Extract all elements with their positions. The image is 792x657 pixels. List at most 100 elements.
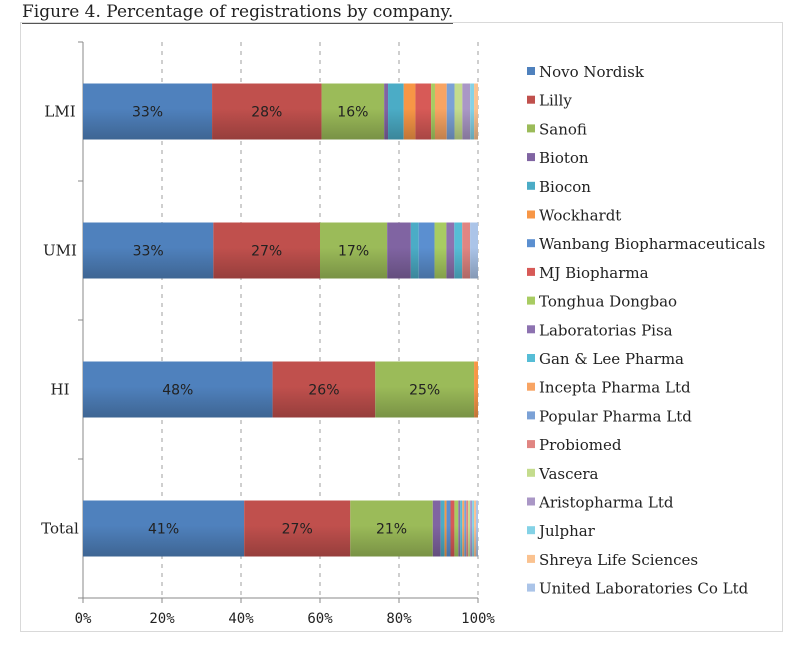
bar-segment — [466, 500, 469, 557]
category-label: HI — [50, 381, 69, 399]
bar-segment — [460, 500, 463, 557]
legend-swatch — [527, 210, 535, 219]
legend-label: Probiomed — [539, 436, 622, 454]
data-label: 26% — [308, 383, 339, 399]
x-tick-label: 80% — [386, 611, 412, 627]
bar-segment — [470, 500, 473, 557]
legend-label: Tonghua Dongbao — [539, 293, 677, 311]
legend-label: Incepta Pharma Ltd — [539, 379, 691, 397]
x-tick-label: 60% — [307, 611, 333, 627]
bar-segment — [462, 500, 465, 557]
legend-label: Lilly — [539, 92, 572, 110]
legend-swatch — [527, 554, 535, 563]
legend-label: Vascera — [538, 465, 599, 483]
bar-segment — [454, 222, 463, 279]
bar-segment — [415, 83, 432, 140]
data-label: 48% — [162, 383, 193, 399]
bar-segment — [244, 500, 351, 557]
legend-swatch — [527, 468, 535, 477]
bar-segment — [472, 500, 475, 557]
x-tick-label: 20% — [149, 611, 175, 627]
bar-segment — [387, 222, 411, 279]
data-label: 17% — [338, 244, 369, 260]
bar-segment — [470, 83, 475, 140]
bar-segment — [446, 500, 451, 557]
bar-segment — [474, 500, 477, 557]
legend-swatch — [527, 325, 535, 334]
legend-label: Popular Pharma Ltd — [539, 407, 692, 425]
legend-swatch — [527, 497, 535, 506]
chart-frame — [20, 22, 783, 632]
data-label: 33% — [133, 244, 164, 260]
bar-segment — [468, 500, 471, 557]
legend-label: Aristopharma Ltd — [538, 494, 674, 512]
data-label: 33% — [132, 105, 163, 121]
bar-segment — [418, 222, 435, 279]
legend-label: Julphar — [537, 522, 596, 540]
bar-segment — [272, 361, 376, 418]
legend-swatch — [527, 440, 535, 449]
legend-label: Novo Nordisk — [539, 63, 645, 81]
legend-swatch — [527, 95, 535, 104]
x-tick-label: 100% — [461, 611, 495, 627]
legend-swatch — [527, 181, 535, 190]
bar-segment — [375, 361, 475, 418]
bar-segment — [83, 83, 213, 140]
legend-label: Bioton — [539, 149, 589, 167]
bar-segment — [321, 83, 385, 140]
x-tick-label: 0% — [75, 611, 92, 627]
legend-swatch — [527, 583, 535, 592]
legend-swatch — [527, 153, 535, 162]
bar-segment — [350, 500, 433, 557]
bar-segment — [462, 83, 471, 140]
bar-segment — [83, 222, 214, 279]
legend-label: Shreya Life Sciences — [539, 551, 698, 569]
bar-segment — [212, 83, 322, 140]
legend-swatch — [527, 296, 535, 305]
bar-segment — [384, 83, 389, 140]
bar-segment — [446, 222, 455, 279]
data-label: 16% — [337, 105, 368, 121]
legend-label: Laboratorias Pisa — [539, 321, 673, 339]
legend-swatch — [527, 67, 535, 75]
bar-segment — [83, 361, 273, 418]
data-label: 41% — [148, 522, 179, 538]
bar-segment — [462, 222, 471, 279]
bar-segment — [432, 500, 441, 557]
bar-segment — [470, 222, 478, 279]
x-tick-label: 40% — [228, 611, 254, 627]
bar-segment — [388, 83, 404, 140]
data-label: 25% — [409, 383, 440, 399]
legend-label: Gan & Lee Pharma — [539, 350, 684, 368]
data-label: 28% — [251, 105, 282, 121]
bar-segment — [410, 222, 419, 279]
data-label: 27% — [251, 244, 282, 260]
legend-label: Wockhardt — [539, 207, 621, 225]
bar-segment — [474, 83, 478, 140]
data-label: 27% — [282, 522, 313, 538]
legend-label: MJ Biopharma — [539, 264, 649, 282]
bar-segment — [431, 83, 435, 140]
legend-swatch — [527, 382, 535, 391]
bar-segment — [440, 500, 445, 557]
bar-segment — [454, 83, 463, 140]
category-label: LMI — [44, 103, 75, 121]
legend-label: Biocon — [539, 178, 591, 196]
bar-segment — [434, 83, 447, 140]
legend-swatch — [527, 267, 535, 276]
bar-segment — [446, 83, 455, 140]
legend-label: United Laboratories Co Ltd — [539, 580, 749, 598]
bar-segment — [213, 222, 320, 279]
bar-segment — [83, 500, 245, 557]
bar-segment — [476, 500, 478, 557]
legend-swatch — [527, 411, 535, 420]
data-label: 21% — [376, 522, 407, 538]
legend-label: Sanofi — [539, 120, 587, 138]
legend-label: Wanbang Biopharmaceuticals — [539, 235, 765, 253]
bar-segment — [403, 83, 416, 140]
bar-segment — [434, 222, 447, 279]
bar-segment — [320, 222, 388, 279]
bar-segment — [474, 361, 478, 418]
bar-segment — [464, 500, 467, 557]
